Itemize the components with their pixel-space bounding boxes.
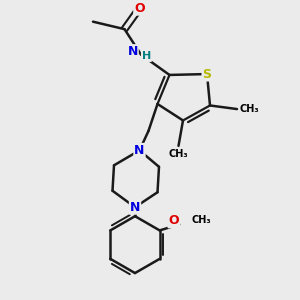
Text: N: N bbox=[130, 201, 140, 214]
Text: H: H bbox=[142, 51, 151, 61]
Text: O: O bbox=[169, 214, 179, 227]
Text: CH₃: CH₃ bbox=[192, 215, 212, 225]
Text: CH₃: CH₃ bbox=[169, 149, 188, 159]
Text: S: S bbox=[202, 68, 211, 80]
Text: N: N bbox=[128, 45, 138, 58]
Text: CH₃: CH₃ bbox=[239, 104, 259, 114]
Text: N: N bbox=[134, 144, 145, 157]
Text: O: O bbox=[134, 2, 145, 15]
